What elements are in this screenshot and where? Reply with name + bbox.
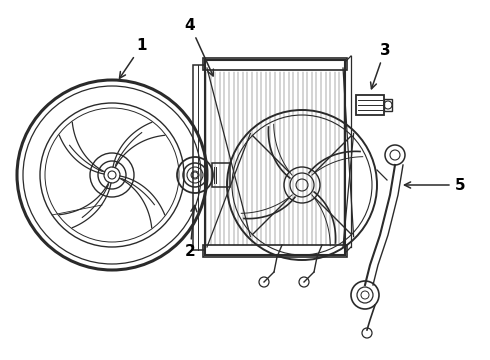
Text: 3: 3 xyxy=(370,42,391,89)
Bar xyxy=(356,95,384,115)
Text: 2: 2 xyxy=(185,206,197,260)
Bar xyxy=(203,58,347,70)
Bar xyxy=(212,163,230,187)
Text: 1: 1 xyxy=(120,37,147,78)
Bar xyxy=(205,60,345,255)
Bar xyxy=(384,99,392,111)
Text: 5: 5 xyxy=(404,177,466,193)
Bar xyxy=(203,245,347,257)
Text: 4: 4 xyxy=(185,18,214,76)
Bar xyxy=(193,65,205,250)
